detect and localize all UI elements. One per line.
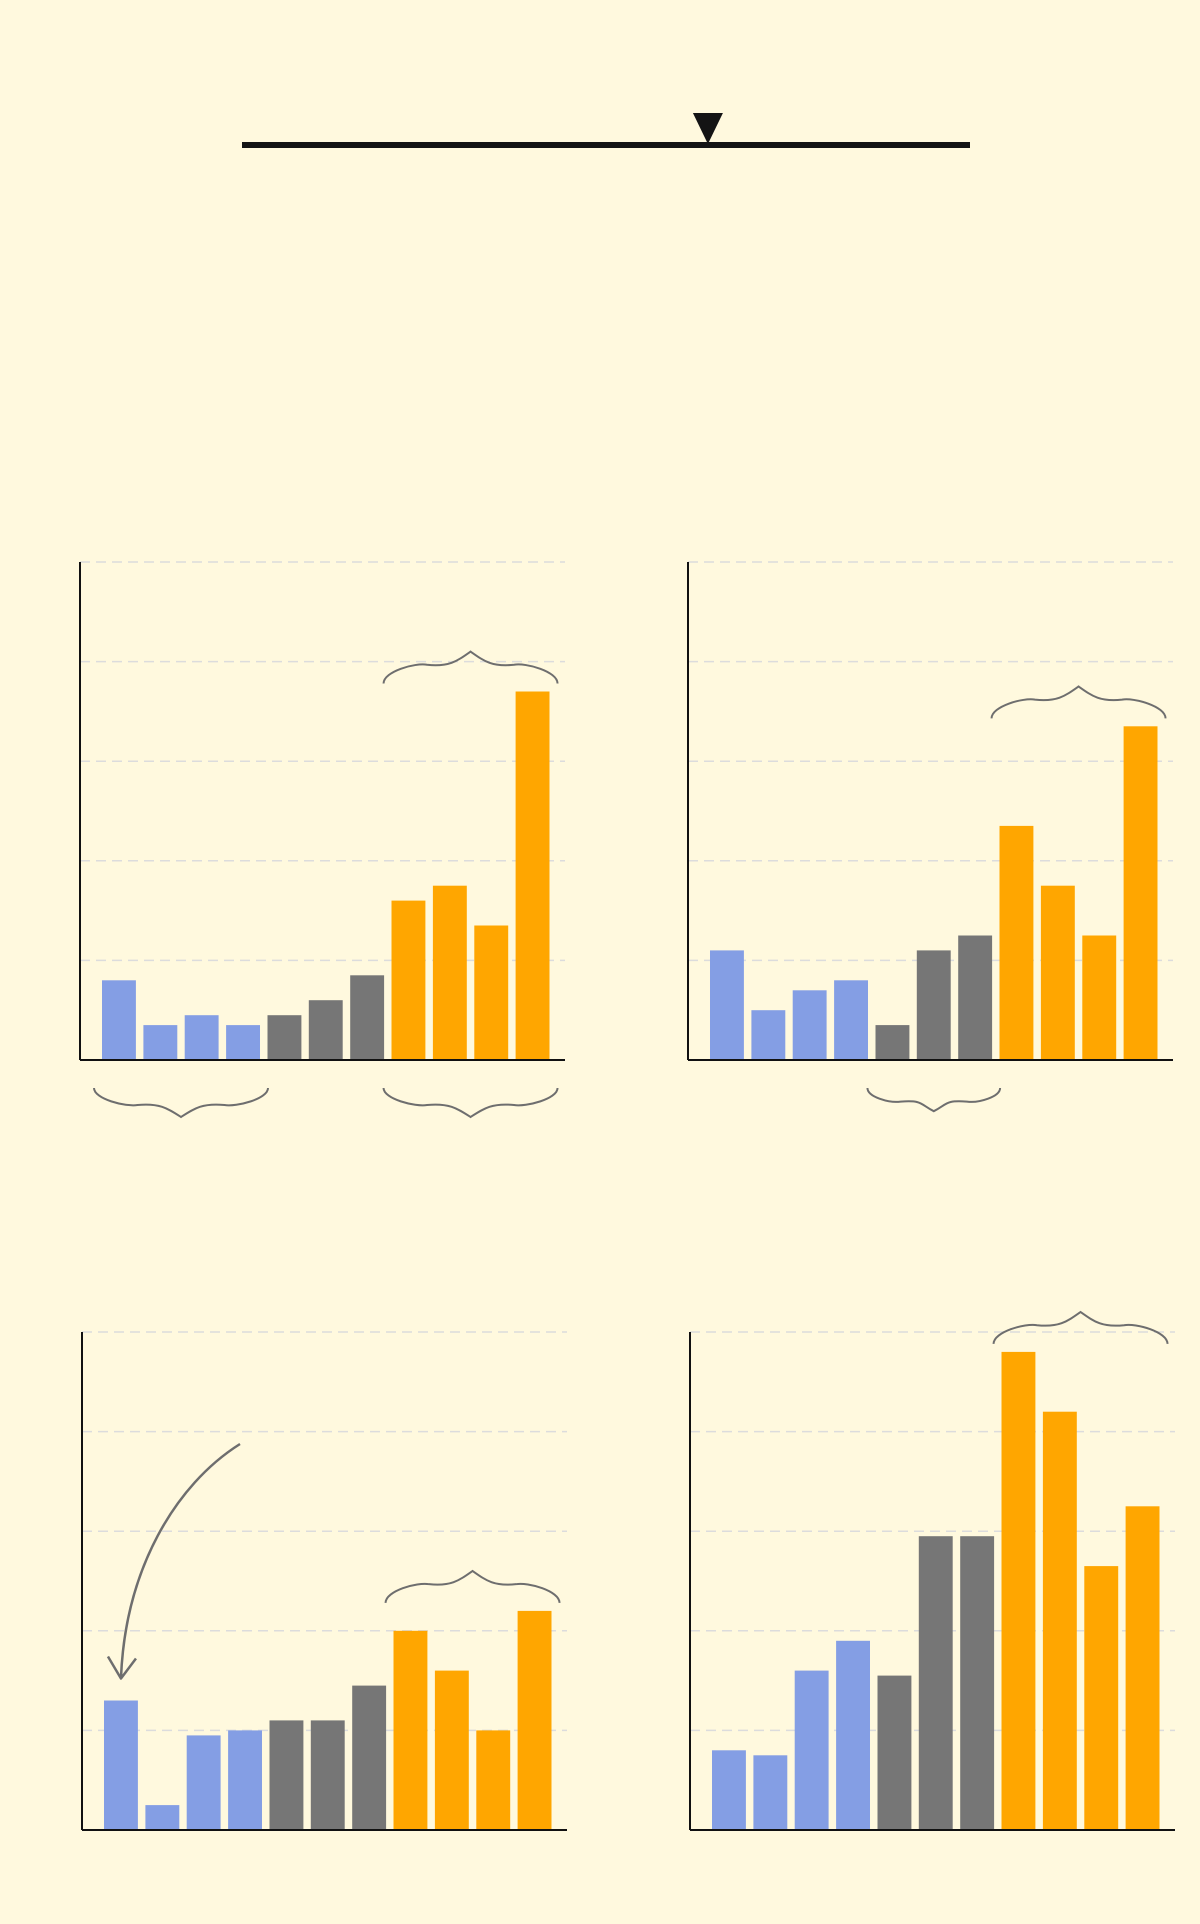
bar-blue (834, 980, 868, 1060)
bar-blue (712, 1750, 746, 1830)
arrow-annotation (119, 1442, 241, 1679)
arrowhead (106, 1655, 137, 1680)
bar-orange (1084, 1566, 1119, 1830)
bar-orange (1125, 1506, 1160, 1830)
bar-orange (393, 1630, 428, 1830)
annotations (93, 650, 1169, 1680)
brace-annotation (93, 1087, 270, 1119)
bar-blue (226, 1025, 260, 1060)
bar-orange (476, 1730, 511, 1830)
bar-orange (515, 691, 550, 1060)
bar-orange (1123, 726, 1158, 1060)
bar-blue (184, 1015, 219, 1060)
bar-orange (517, 1610, 552, 1830)
bar-blue (102, 980, 136, 1060)
bar-blue (143, 1025, 178, 1060)
brace-annotation (990, 685, 1167, 719)
brace-annotation (382, 650, 559, 684)
slider[interactable] (242, 113, 970, 148)
bar-chart-2 (687, 561, 1173, 1061)
bar-gray (267, 1015, 302, 1060)
bar-gray (960, 1536, 995, 1830)
bar-gray (308, 1000, 343, 1060)
bar-blue (145, 1805, 180, 1830)
bar-orange (434, 1670, 469, 1830)
bar-gray (350, 975, 385, 1060)
bar-orange (391, 900, 426, 1060)
bar-orange (474, 925, 509, 1060)
bar-chart-3 (81, 1331, 567, 1831)
bar-gray (958, 935, 993, 1060)
bar-blue (792, 990, 827, 1060)
bar-orange (432, 885, 467, 1060)
bar-blue (753, 1755, 788, 1830)
charts (79, 561, 1175, 1831)
bar-chart-4 (689, 1331, 1175, 1831)
bar-blue (751, 1010, 786, 1060)
bar-orange (1082, 935, 1117, 1060)
bar-gray (916, 950, 951, 1060)
bar-blue (836, 1640, 870, 1830)
brace-annotation (866, 1087, 1002, 1113)
bar-gray (269, 1720, 304, 1830)
brace-annotation (992, 1310, 1169, 1345)
bar-gray (918, 1536, 953, 1830)
bar-gray (875, 1025, 910, 1060)
bar-blue (710, 950, 744, 1060)
bar-blue (794, 1670, 829, 1830)
slider-handle[interactable] (692, 113, 723, 144)
bar-orange (1040, 885, 1075, 1060)
bar-gray (310, 1720, 345, 1830)
bar-orange (999, 825, 1034, 1060)
bar-orange (1001, 1351, 1036, 1830)
bar-gray (352, 1685, 387, 1830)
bar-blue (104, 1700, 138, 1830)
bar-blue (186, 1735, 221, 1830)
brace-annotation (382, 1087, 559, 1119)
bar-gray (877, 1675, 912, 1830)
bar-orange (1042, 1411, 1077, 1830)
bar-blue (228, 1730, 262, 1830)
brace-annotation (384, 1569, 561, 1604)
bar-chart-1 (79, 561, 565, 1061)
